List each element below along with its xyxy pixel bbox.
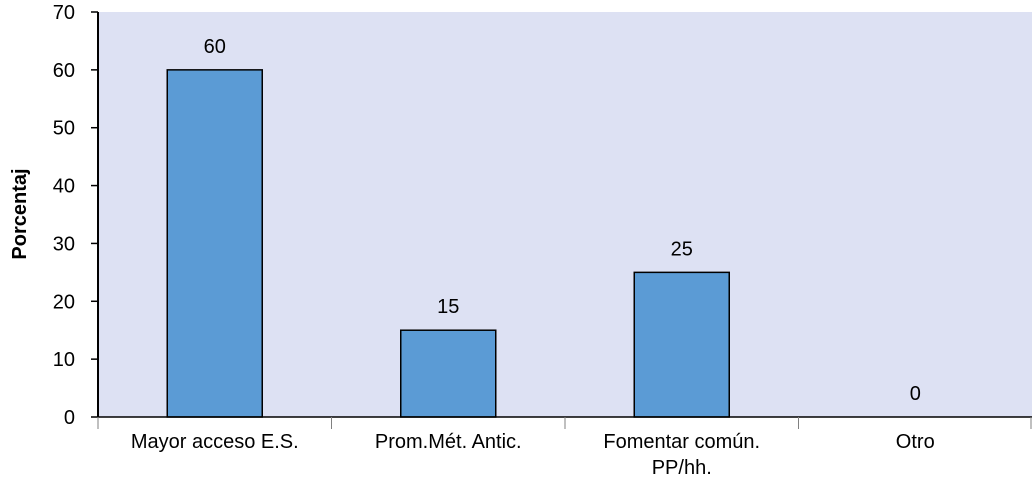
x-category-label-line: Mayor acceso E.S. <box>131 431 299 453</box>
x-category-label-2: Prom.Mét. Antic. <box>375 431 522 453</box>
bar-2 <box>400 329 497 418</box>
y-tick-label: 0 <box>64 407 75 429</box>
x-category-label-3: Fomentar común. PP/hh. <box>603 431 760 479</box>
x-category-label-line: Prom.Mét. Antic. <box>375 431 522 453</box>
y-tick-label: 40 <box>53 176 75 198</box>
data-label-4: 0 <box>910 383 921 405</box>
x-category-label-1: Mayor acceso E.S. <box>131 431 299 453</box>
y-tick-label: 60 <box>53 60 75 82</box>
data-label-2: 15 <box>437 296 459 318</box>
y-tick-label: 30 <box>53 233 75 255</box>
y-axis-title: Porcentaj <box>9 168 31 259</box>
bar-3 <box>633 271 730 418</box>
y-tick-label: 50 <box>53 118 75 140</box>
y-tick-label: 20 <box>53 291 75 313</box>
data-label-1: 60 <box>204 36 226 58</box>
x-category-label-line: Otro <box>896 431 935 453</box>
x-category-label-line: PP/hh. <box>652 457 712 479</box>
x-category-label-line: Fomentar común. <box>603 431 760 453</box>
x-category-label-4: Otro <box>896 431 935 453</box>
data-label-3: 25 <box>671 238 693 260</box>
y-tick-label: 10 <box>53 349 75 371</box>
y-tick-label: 70 <box>53 2 75 24</box>
bar-1 <box>166 69 263 418</box>
